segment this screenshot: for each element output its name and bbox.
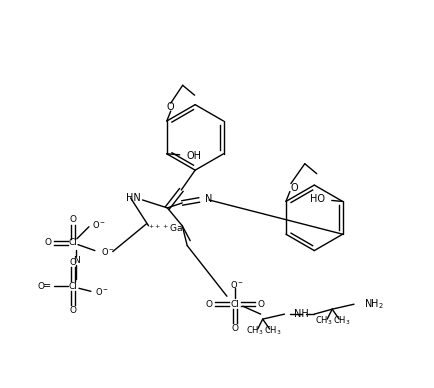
Text: OH: OH <box>187 151 202 161</box>
Text: CH$_3$: CH$_3$ <box>316 315 333 327</box>
Text: =: = <box>43 281 51 291</box>
Text: CH$_3$: CH$_3$ <box>246 325 263 337</box>
Text: Cl: Cl <box>69 282 78 291</box>
Text: O$^-$: O$^-$ <box>95 286 109 297</box>
Text: O$^-$: O$^-$ <box>92 219 106 230</box>
Text: O: O <box>69 215 76 224</box>
Text: Cl: Cl <box>69 238 78 247</box>
Text: Cl: Cl <box>230 300 239 309</box>
Text: O: O <box>37 282 44 291</box>
Text: $^{+++}$Ga: $^{+++}$Ga <box>148 222 183 234</box>
Text: O: O <box>257 300 264 309</box>
Text: O: O <box>69 306 76 315</box>
Text: N: N <box>205 194 213 204</box>
Text: CH$_3$: CH$_3$ <box>333 315 351 327</box>
Text: NH: NH <box>294 309 309 319</box>
Text: N: N <box>72 256 79 265</box>
Text: NH$_2$: NH$_2$ <box>364 297 384 311</box>
Text: O: O <box>45 238 52 247</box>
Text: HN: HN <box>126 193 141 203</box>
Text: O: O <box>69 258 76 267</box>
Text: O: O <box>291 182 299 192</box>
Text: O: O <box>206 300 213 309</box>
Text: O$^-$: O$^-$ <box>230 279 244 290</box>
Text: CH$_3$: CH$_3$ <box>264 325 281 337</box>
Text: O: O <box>231 324 238 333</box>
Text: O: O <box>167 102 174 112</box>
Text: HO: HO <box>310 194 325 204</box>
Text: O$^-$: O$^-$ <box>101 246 115 257</box>
